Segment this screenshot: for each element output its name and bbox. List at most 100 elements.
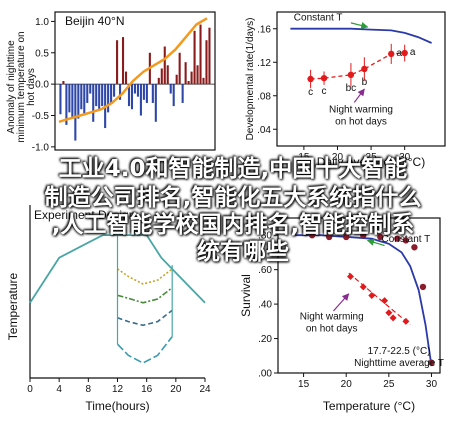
bar (136, 84, 139, 97)
diamond-point (359, 283, 367, 291)
bar (80, 84, 83, 110)
arrow-night-warming (332, 293, 350, 312)
bar (208, 27, 211, 85)
bar (59, 84, 62, 115)
x-tick-label: 25 (366, 152, 378, 163)
plot-frame (54, 11, 216, 151)
bar (92, 84, 95, 122)
point-label: bc (346, 83, 357, 94)
bar (113, 84, 116, 97)
y-tick-label: .04 (257, 125, 271, 136)
data-point (307, 75, 314, 83)
panel-title: Experiment Design (34, 208, 135, 222)
overlay-line-4: 统有哪些 (197, 239, 289, 265)
bar (199, 24, 202, 85)
bar (127, 84, 131, 107)
x-tick-label: 20 (170, 384, 182, 395)
x-tick-label: 16 (141, 384, 153, 395)
point-label: a (410, 47, 416, 58)
arrow-night-warming (353, 88, 365, 103)
bar (163, 46, 166, 85)
annotation-line: Night warming (300, 312, 364, 323)
bar (151, 84, 154, 103)
arrow-constant-t (366, 238, 385, 247)
bar (71, 84, 74, 119)
series-dotted (117, 268, 173, 285)
y-tick-label: .00 (258, 369, 272, 380)
panel-bottom-right: .00 .20 .40 .60 .80 15 20 25 30 Constant T Night w… (239, 217, 444, 413)
x-tick-label: 20 (341, 379, 353, 390)
bar (190, 71, 193, 85)
panel-top-left: -1.0 -0.5 0.0 0.5 1.0 Beijin 40°N Anomaly of n… (6, 11, 216, 153)
x-tick-label: 4 (56, 384, 62, 395)
bar (196, 65, 199, 85)
bar (95, 84, 98, 107)
bar (83, 84, 86, 116)
bar (119, 84, 122, 100)
x-axis-label: Temperature (°C) (323, 399, 415, 413)
y-axis-label: Anomaly of nighttimeminimum temperature … (6, 31, 37, 142)
bar (184, 62, 187, 85)
y-tick-label: .60 (258, 265, 272, 276)
y-tick-label: 1.0 (35, 17, 49, 28)
x-tick-label: 15 (298, 152, 310, 163)
annotation-night-warming: Night warming on hot days (329, 105, 393, 128)
data-point (360, 232, 367, 239)
data-point (402, 237, 410, 244)
y-axis-label-line: Anomaly of nighttime (6, 40, 17, 134)
data-point (347, 71, 355, 79)
bar (205, 40, 208, 85)
x-tick-label: 30 (399, 152, 411, 163)
overlay-line-1: 工业4.0和智能制造,中国十大智能 (58, 156, 408, 182)
bar (166, 65, 169, 85)
bar (65, 84, 68, 125)
diamond-point (368, 292, 376, 299)
data-point (343, 233, 350, 241)
x-tick-label: 20 (332, 152, 344, 163)
y-tick-label: .12 (257, 58, 271, 69)
data-point (428, 359, 435, 366)
bar (121, 37, 125, 85)
annotation-line: Night warming (329, 105, 393, 116)
diamond-point (346, 273, 354, 281)
overlay-line-3: ,人工智能学校国内排名,智能控制系 (51, 212, 415, 238)
data-point (361, 65, 368, 73)
bar (142, 84, 145, 100)
series-long-dash (116, 336, 173, 364)
bar (74, 84, 77, 141)
diamond-point (385, 309, 393, 317)
bar (172, 84, 175, 107)
annotation-constant-t: Constant T (382, 234, 431, 245)
bar (130, 84, 134, 110)
data-point (377, 233, 384, 241)
bar (133, 84, 136, 94)
annotation-line: on hot days (335, 117, 387, 128)
y-axis-label-line: minimum temperature on (16, 31, 27, 142)
x-tick-label: 25 (383, 379, 395, 390)
series-dashed (117, 309, 173, 327)
point-label: a (396, 48, 402, 59)
annotation-night-warming: Night warming on hot days (300, 312, 364, 335)
bar (86, 84, 89, 103)
plot-frame (276, 11, 446, 147)
y-tick-label: 0.0 (35, 80, 49, 91)
plot-frame (277, 217, 441, 374)
range-label: 17.7-22.5 (°C) (368, 346, 431, 357)
panel-top-right: .04 .08 .12 .16 15 20 25 30 c c bcb a a Constant T Nig… (245, 11, 446, 169)
diamond-point (402, 317, 410, 325)
y-tick-label: .40 (258, 300, 272, 311)
bar (181, 84, 184, 103)
range-caption: Nighttime average T (354, 358, 444, 369)
bar (169, 84, 172, 94)
bar (77, 84, 80, 119)
data-point (419, 283, 427, 291)
y-tick-label: -1.0 (32, 142, 50, 153)
point-label: c (322, 86, 327, 97)
annotation-line: on hot days (306, 324, 358, 335)
data-point (411, 244, 418, 251)
y-tick-label: 0.5 (35, 48, 49, 59)
y-axis-label: Temperature (6, 272, 20, 340)
x-tick-label: 30 (426, 379, 438, 390)
bar (98, 84, 101, 110)
x-tick-label: 24 (199, 384, 211, 395)
